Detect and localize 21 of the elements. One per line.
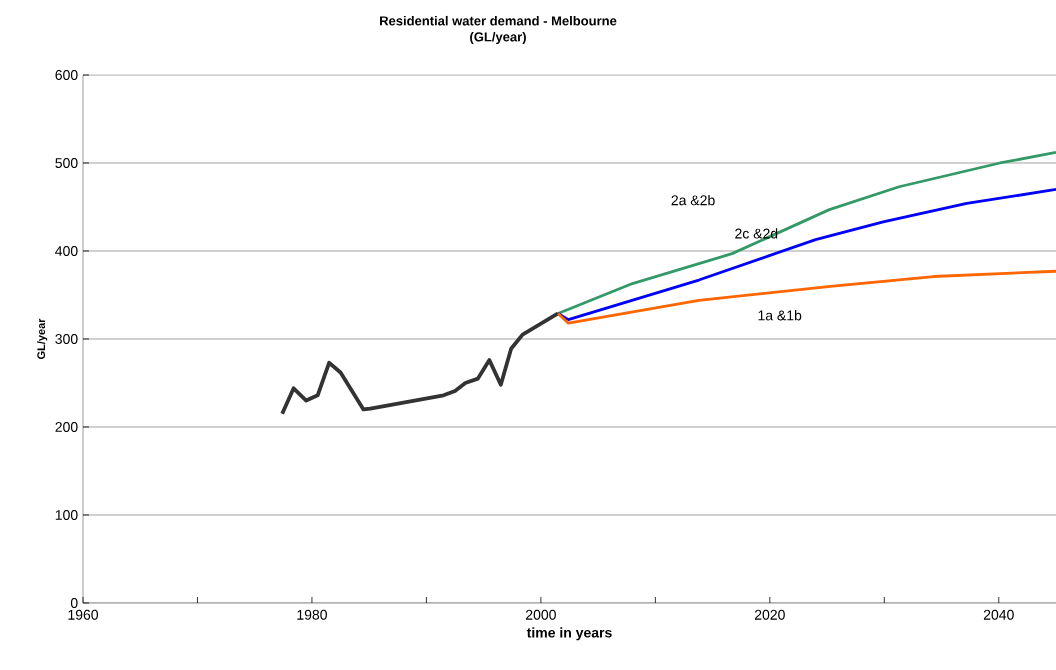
y-tick-label: 200	[55, 422, 78, 432]
chart-subtitle: (GL/year)	[470, 31, 526, 45]
x-tick-label: 1960	[68, 609, 99, 620]
line-series	[280, 311, 560, 416]
y-axis-title: GL/year	[37, 318, 48, 360]
chart-title: Residential water demand - Melbourne	[380, 15, 617, 26]
y-tick-label: 600	[55, 70, 78, 80]
y-tick-label: 400	[55, 246, 78, 256]
annotation: 2c &2d	[735, 228, 778, 239]
y-tick-label: 0	[70, 598, 78, 608]
line-series	[556, 269, 1056, 325]
x-tick-label: 2040	[983, 609, 1014, 620]
x-tick-label: 2020	[754, 609, 785, 620]
y-tick-label: 500	[55, 158, 78, 168]
x-tick-label: 2000	[526, 609, 556, 620]
x-tick-label: 1980	[297, 609, 327, 620]
y-tick-label: 100	[55, 510, 78, 520]
annotation: 2a &2b	[671, 194, 715, 206]
y-tick-label: 300	[55, 334, 78, 344]
annotation: 1a &1b	[758, 310, 802, 321]
x-axis-title: time in years	[526, 627, 612, 641]
